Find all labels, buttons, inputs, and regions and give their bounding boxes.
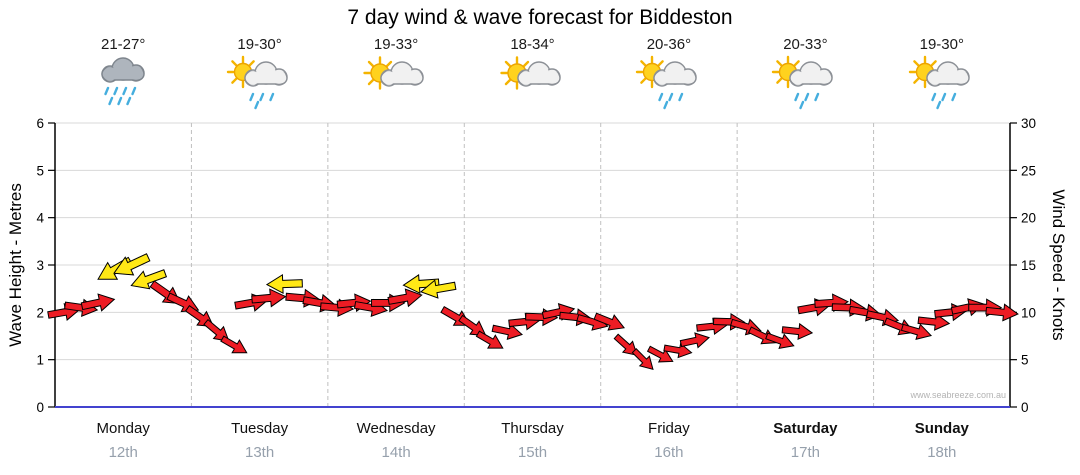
day-column-friday: 20-36° <box>609 36 729 112</box>
day-date: 12th <box>108 444 138 461</box>
wave-height-tick-label: 5 <box>36 163 44 178</box>
day-date: 13th <box>244 444 275 461</box>
wind-speed-tick-label: 15 <box>1021 258 1036 273</box>
day-column-tuesday: 19-30° <box>200 36 320 112</box>
wind-arrow <box>764 329 796 353</box>
day-name: Friday <box>648 420 690 437</box>
wind-arrow <box>251 288 286 308</box>
day-temp: 20-36° <box>646 36 692 53</box>
wind-arrow <box>646 343 676 368</box>
wind-arrow <box>403 274 440 295</box>
wind-speed-tick-label: 10 <box>1021 305 1036 320</box>
watermark: www.seabreeze.com.au <box>910 390 1006 400</box>
day-column-sunday: 19-30° <box>882 36 1002 112</box>
wind-arrow <box>592 309 627 336</box>
weather-icon-sun-cloud-rain <box>609 54 729 112</box>
wind-arrow <box>128 265 168 295</box>
weather-icon-sun-cloud <box>473 54 593 112</box>
wave-height-tick-label: 0 <box>36 400 44 415</box>
wave-height-tick-label: 6 <box>36 116 44 131</box>
wind-arrow <box>611 331 642 361</box>
wind-speed-tick-label: 5 <box>1021 353 1029 368</box>
day-temp: 19-30° <box>919 36 964 53</box>
wind-arrow <box>900 320 933 343</box>
weather-icon-sun-cloud-rain <box>745 54 865 112</box>
wind-arrow <box>782 322 813 340</box>
day-temp: 19-30° <box>237 36 282 53</box>
weather-icon-sun-cloud-rain <box>882 54 1002 112</box>
wave-height-tick-label: 4 <box>36 211 44 226</box>
wind-arrow <box>663 341 693 360</box>
weather-icon-rain <box>63 54 183 112</box>
wind-arrow <box>80 291 116 315</box>
day-column-wednesday: 19-33° <box>336 36 456 112</box>
wind-speed-tick-label: 0 <box>1021 400 1029 415</box>
day-column-thursday: 18-34° <box>473 36 593 112</box>
wave-height-tick-label: 1 <box>36 353 44 368</box>
wind-arrow <box>267 274 303 294</box>
wind-arrow <box>219 332 251 359</box>
day-name: Monday <box>96 420 150 437</box>
wind-arrow <box>474 327 506 354</box>
day-date: 15th <box>517 444 548 461</box>
day-name: Wednesday <box>356 420 436 437</box>
wind-arrow <box>491 321 523 342</box>
weather-icon-sun-cloud <box>336 54 456 112</box>
wind-arrow <box>985 302 1018 322</box>
wind-arrow <box>679 330 710 350</box>
wind-arrow <box>629 346 657 374</box>
wind-speed-tick-label: 20 <box>1021 211 1036 226</box>
day-name: Saturday <box>773 420 838 437</box>
day-name: Thursday <box>501 420 564 437</box>
wind-speed-tick-label: 25 <box>1021 163 1036 178</box>
day-temp: 19-33° <box>373 36 419 53</box>
day-date: 18th <box>927 444 957 461</box>
page-title: 7 day wind & wave forecast for Biddeston <box>347 6 733 29</box>
day-date: 16th <box>654 444 684 461</box>
day-temp: 18-34° <box>510 36 555 53</box>
day-date: 14th <box>381 444 411 461</box>
day-temp: 21-27° <box>101 36 146 53</box>
wind-arrow <box>419 277 456 301</box>
wind-arrow <box>918 312 951 331</box>
day-column-monday: 21-27° <box>63 36 183 112</box>
day-date: 17th <box>790 444 820 461</box>
day-name: Tuesday <box>231 420 289 437</box>
weather-icon-sun-cloud-rain <box>200 54 320 112</box>
day-name: Sunday <box>914 420 969 437</box>
wave-height-tick-label: 3 <box>36 258 44 273</box>
wave-height-tick-label: 2 <box>36 305 44 320</box>
wind-speed-tick-label: 30 <box>1021 116 1036 131</box>
wind-arrow <box>110 248 152 282</box>
day-column-saturday: 20-33° <box>745 36 865 112</box>
wind-arrow <box>387 287 423 310</box>
day-temp: 20-33° <box>783 36 828 53</box>
